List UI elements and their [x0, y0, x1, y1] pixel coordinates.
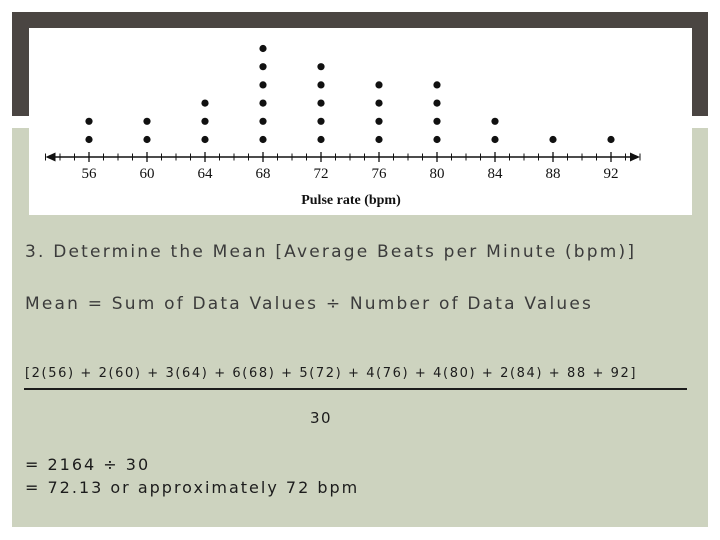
data-dot [201, 117, 209, 125]
data-dot [433, 135, 441, 144]
data-dot [433, 117, 441, 125]
x-axis-right-arrow [630, 152, 640, 162]
data-dot [143, 135, 151, 144]
data-dot [607, 135, 615, 144]
data-dot [259, 63, 267, 71]
result-line-mean: = 72.13 or approximately 72 bpm [25, 478, 360, 497]
x-tick-label: 68 [256, 166, 271, 182]
data-dot [375, 81, 383, 89]
data-dot [259, 99, 267, 107]
data-dot [433, 81, 441, 89]
data-dot [317, 135, 325, 144]
data-dot [491, 117, 499, 125]
x-tick-label: 88 [546, 166, 561, 182]
x-tick-label: 72 [314, 166, 329, 182]
data-dot [259, 81, 267, 89]
data-dot [143, 117, 151, 125]
x-tick-label: 60 [140, 166, 155, 182]
fraction-numerator: [2(56) + 2(60) + 3(64) + 6(68) + 5(72) +… [25, 366, 638, 381]
fraction-bar [24, 388, 687, 390]
data-dot [259, 44, 267, 53]
data-dot [85, 117, 93, 125]
data-dot [201, 135, 209, 144]
x-axis-title: Pulse rate (bpm) [301, 193, 401, 208]
step-heading: 3. Determine the Mean [Average Beats per… [25, 242, 637, 262]
data-dot [201, 99, 209, 107]
data-dot [375, 135, 383, 144]
data-dot [491, 135, 499, 144]
x-tick-label: 76 [372, 166, 388, 182]
data-dot [317, 63, 325, 71]
x-tick-label: 84 [488, 166, 504, 182]
dot-plot-card: 56 60 64 68 72 76 80 84 88 92 Pulse rate (bpm) [29, 28, 692, 215]
data-dot [259, 117, 267, 125]
fraction-denominator: 30 [310, 409, 333, 427]
result-line-division: = 2164 ÷ 30 [25, 455, 151, 474]
x-tick-label: 56 [82, 166, 98, 182]
data-dot [375, 117, 383, 125]
x-tick-label: 92 [604, 166, 619, 182]
data-dot [433, 99, 441, 107]
dot-plot: 56 60 64 68 72 76 80 84 88 92 Pulse rate (bpm) [45, 44, 641, 208]
data-dot [259, 135, 267, 144]
data-dot [85, 135, 93, 144]
data-dot [317, 99, 325, 107]
data-dot [317, 81, 325, 89]
x-tick-label: 64 [198, 166, 214, 182]
data-dot [549, 135, 557, 144]
x-axis-left-arrow [45, 152, 56, 162]
x-tick-label: 80 [430, 166, 445, 182]
mean-formula: Mean = Sum of Data Values ÷ Number of Da… [25, 294, 594, 314]
data-dot [375, 99, 383, 107]
data-dot [317, 117, 325, 125]
